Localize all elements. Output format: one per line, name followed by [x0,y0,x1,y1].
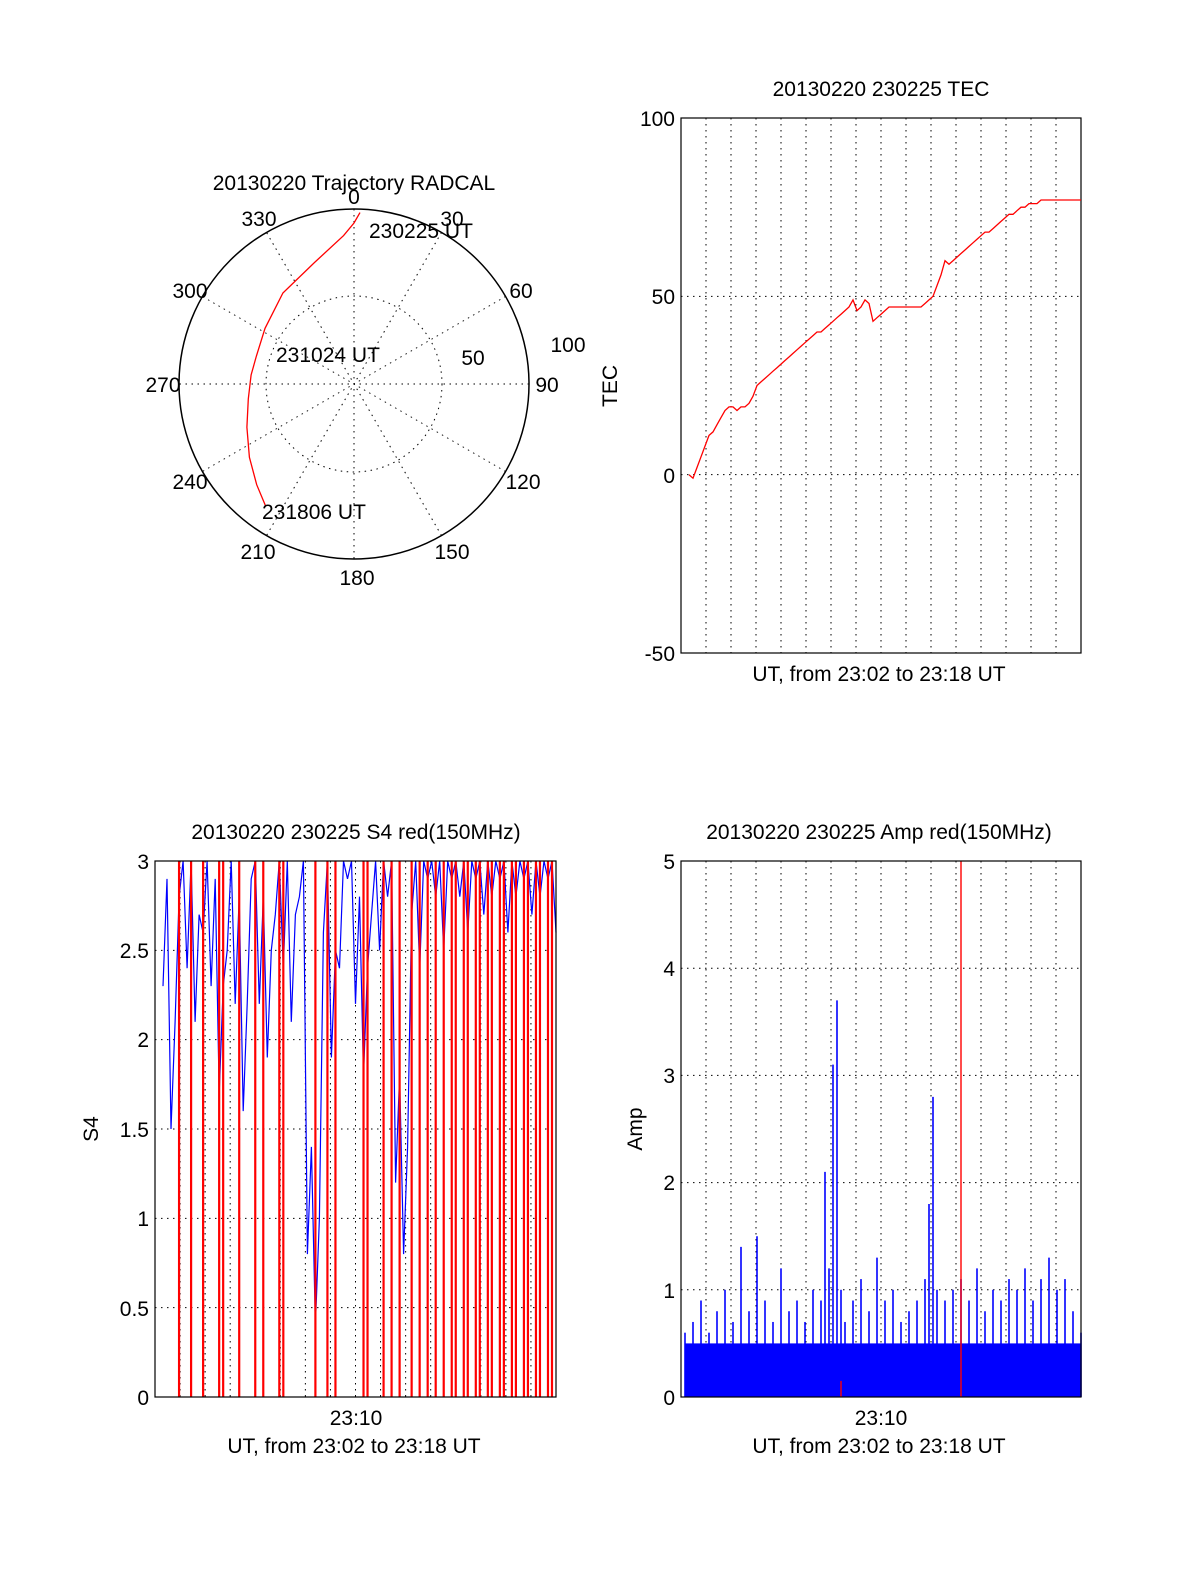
angle-label-60: 60 [509,280,532,303]
s4-ytick-label: 0.5 [120,1298,149,1321]
trajectory-line [246,212,361,507]
s4-ytick-label: 0 [137,1387,149,1410]
s4-plot-frame [154,860,557,1398]
tec-plot: 20130220 230225 TEC -50 0 50 100 TEC UT,… [599,78,1082,686]
angle-label-330: 330 [241,208,276,231]
amp-ytick-label: 4 [663,958,675,981]
s4-ytick-label: 2 [137,1029,149,1052]
amp-xtick-label: 23:10 [855,1407,908,1430]
amp-ytick-label: 3 [663,1065,675,1088]
s4-ytick-label: 1.5 [120,1119,149,1142]
s4-gridlines [155,861,556,1397]
amp-ytick-label: 1 [663,1280,675,1303]
s4-ytick-label: 2.5 [120,940,149,963]
amp-plot-frame [680,860,1082,1398]
s4-blue-series [162,860,557,1326]
radial-tick-100: 100 [550,334,585,357]
radial-tick-50: 50 [461,347,484,370]
tec-ytick-label: -50 [645,643,675,666]
angle-label-210: 210 [240,541,275,564]
amp-ytick-label: 0 [663,1387,675,1410]
angle-label-270: 270 [145,374,180,397]
tec-ytick-label: 50 [652,286,675,309]
tec-ytick-label: 0 [663,465,675,488]
amp-plot: 20130220 230225 Amp red(150MHz) 0 1 2 3 … [624,821,1082,1458]
amp-ytick-label: 2 [663,1172,675,1195]
s4-y-ticks: 0 0.5 1 1.5 2 2.5 3 [120,851,149,1410]
amp-gridlines [681,861,1081,1397]
amp-blue-noise-band [685,1343,1081,1397]
polar-plot: 20130220 Trajectory RADCAL 0 30 60 90 12… [145,172,585,590]
angle-label-30: 30 [440,208,463,231]
angle-label-0: 0 [348,186,360,209]
polar-inner-circle [265,295,443,473]
tec-xlabel: UT, from 23:02 to 23:18 UT [752,663,1005,686]
amp-title: 20130220 230225 Amp red(150MHz) [706,821,1052,844]
trajectory-start-label: 230225 UT [369,220,473,243]
tec-title: 20130220 230225 TEC [773,78,990,101]
angle-label-240: 240 [172,471,207,494]
amp-ylabel: Amp [624,1107,647,1150]
angle-label-180: 180 [339,567,374,590]
s4-xtick-label: 23:10 [330,1407,383,1430]
s4-ytick-label: 1 [137,1208,149,1231]
polar-title: 20130220 Trajectory RADCAL [213,172,496,195]
polar-angle-labels: 0 30 60 90 120 150 180 210 240 270 300 3… [145,186,558,590]
amp-xlabel: UT, from 23:02 to 23:18 UT [752,1435,1005,1458]
tec-gridlines [681,118,1081,653]
s4-plot: 20130220 230225 S4 red(150MHz) 0 0.5 1 1… [80,821,557,1458]
s4-ylabel: S4 [80,1116,103,1142]
polar-spokes [179,209,529,559]
angle-label-120: 120 [505,471,540,494]
tec-y-ticks: -50 0 50 100 [640,108,675,666]
angle-label-90: 90 [535,374,558,397]
s4-title: 20130220 230225 S4 red(150MHz) [191,821,520,844]
s4-series [162,860,557,1397]
tec-series-line [688,199,1081,480]
amp-y-ticks: 0 1 2 3 4 5 [663,851,675,1410]
tec-ylabel: TEC [599,365,622,407]
angle-label-300: 300 [172,280,207,303]
tec-ytick-label: 100 [640,108,675,131]
s4-xlabel: UT, from 23:02 to 23:18 UT [227,1435,480,1458]
amp-ytick-label: 5 [663,851,675,874]
trajectory-end-label: 231806 UT [262,501,366,524]
s4-ytick-label: 3 [137,851,149,874]
polar-spoke [266,232,442,536]
angle-label-150: 150 [434,541,469,564]
amp-series [684,861,1082,1397]
trajectory-mid-label: 231024 UT [276,344,380,367]
tec-plot-frame [680,117,1082,654]
